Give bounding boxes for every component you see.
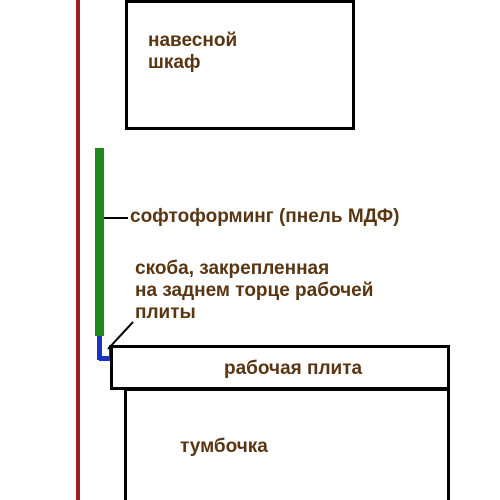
softforming-label: софтоформинг (пнель МДФ) [130,206,399,228]
worktop-label: рабочая плита [224,358,362,380]
leader-lines [0,0,500,500]
leader-bracket [108,322,133,349]
diagram-stage: навесной шкаф софтоформинг (пнель МДФ) с… [0,0,500,500]
bracket-label: скоба, закрепленная на заднем торце рабо… [135,258,373,324]
base-cabinet-label: тумбочка [180,436,268,458]
upper-cabinet-label: навесной шкаф [148,30,237,74]
